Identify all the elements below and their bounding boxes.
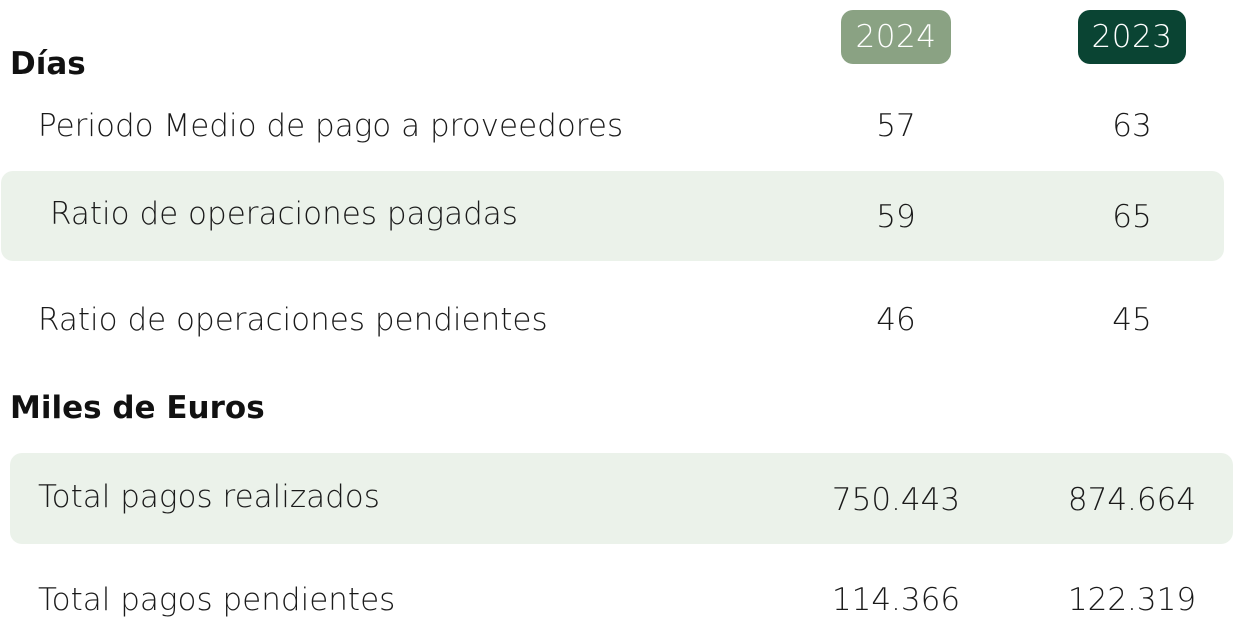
row-label: Total pagos pendientes [38, 582, 396, 618]
row-label: Ratio de operaciones pendientes [38, 302, 548, 338]
section-title-miles: Miles de Euros [10, 390, 265, 426]
row-label: Periodo Medio de pago a proveedores [38, 108, 624, 144]
year-2024-header: 2024 [841, 10, 951, 64]
value-2024: 114.366 [831, 582, 961, 618]
value-2023: 63 [1112, 108, 1152, 144]
value-2024: 59 [876, 199, 916, 235]
row-label: Ratio de operaciones pagadas [50, 196, 518, 232]
highlight-band [10, 453, 1233, 544]
year-2023-header: 2023 [1078, 10, 1186, 64]
value-2023: 45 [1112, 302, 1152, 338]
value-2024: 46 [876, 302, 916, 338]
value-2024: 750.443 [831, 482, 961, 518]
row-label: Total pagos realizados [38, 479, 380, 515]
value-2023: 874.664 [1067, 482, 1197, 518]
value-2023: 65 [1112, 199, 1152, 235]
value-2024: 57 [876, 108, 916, 144]
section-title-dias: Días [10, 46, 86, 82]
highlight-band [1, 171, 1224, 261]
value-2023: 122.319 [1067, 582, 1197, 618]
